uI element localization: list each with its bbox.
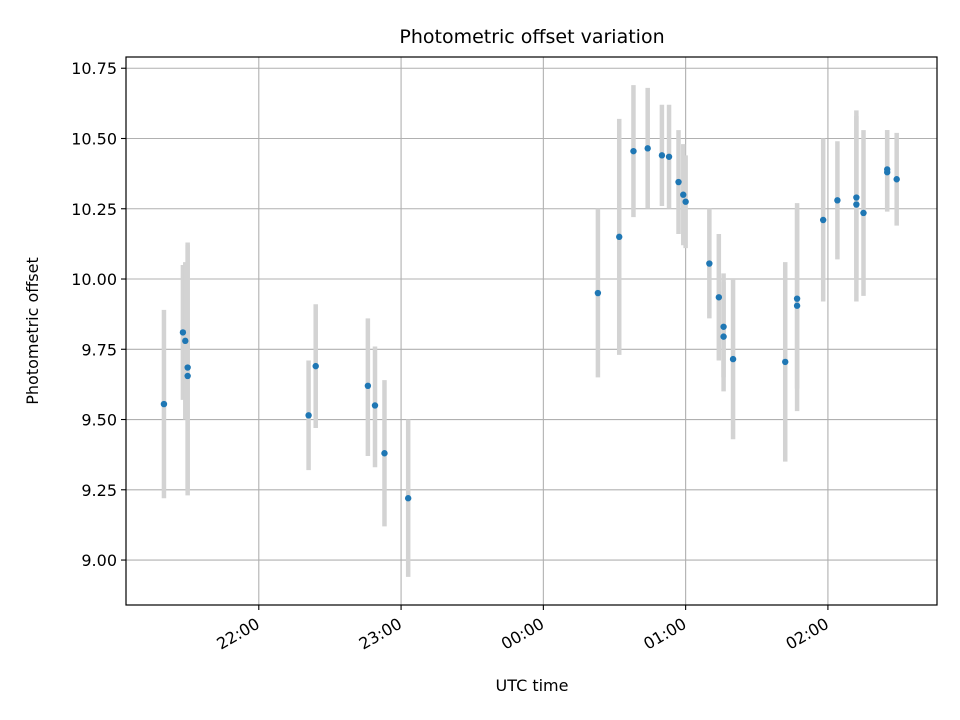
- data-point: [364, 382, 372, 389]
- y-tick-label: 9.75: [81, 340, 117, 359]
- y-tick-label: 9.00: [81, 551, 117, 570]
- data-point: [179, 329, 187, 336]
- data-point: [616, 233, 623, 241]
- data-point: [184, 372, 191, 380]
- data-point: [182, 337, 189, 345]
- data-point: [644, 145, 651, 152]
- data-points: [160, 145, 900, 502]
- data-point: [860, 209, 867, 217]
- data-point: [793, 302, 801, 309]
- data-point: [834, 197, 841, 204]
- data-point: [404, 495, 412, 502]
- data-point: [305, 412, 312, 419]
- data-point: [312, 362, 319, 370]
- plot-frame: [125, 56, 938, 606]
- chart-title: Photometric offset variation: [399, 26, 664, 48]
- data-point: [594, 289, 602, 297]
- data-point: [706, 260, 713, 267]
- x-axis-title: UTC time: [496, 676, 569, 695]
- data-point: [630, 147, 637, 155]
- y-tick-label: 9.50: [81, 411, 117, 430]
- data-point: [665, 153, 673, 160]
- data-point: [184, 364, 191, 371]
- y-tick-label: 10.50: [71, 129, 117, 148]
- y-tick-label: 10.25: [71, 200, 117, 219]
- y-axis: 9.00 9.25 9.50 9.75 10.00 10.25 10.50 10.75: [71, 59, 126, 570]
- data-point: [675, 178, 682, 186]
- data-point: [680, 191, 687, 198]
- data-point: [884, 166, 891, 173]
- grid: [126, 57, 937, 605]
- y-tick-label: 9.25: [81, 481, 117, 500]
- data-point: [160, 400, 168, 408]
- data-point: [782, 358, 789, 366]
- data-point: [715, 294, 723, 301]
- data-point: [371, 402, 379, 409]
- y-tick-label: 10.75: [71, 59, 117, 78]
- data-point: [381, 450, 388, 457]
- data-point: [853, 194, 860, 201]
- data-point: [729, 355, 737, 363]
- data-point: [819, 216, 827, 224]
- data-point: [682, 198, 689, 205]
- data-point: [720, 323, 727, 330]
- data-point: [793, 295, 801, 302]
- y-tick-label: 10.00: [71, 270, 117, 289]
- data-point: [658, 152, 666, 159]
- data-point: [853, 201, 860, 208]
- data-point: [893, 176, 900, 183]
- data-point: [720, 333, 727, 340]
- y-axis-title: Photometric offset: [23, 257, 42, 405]
